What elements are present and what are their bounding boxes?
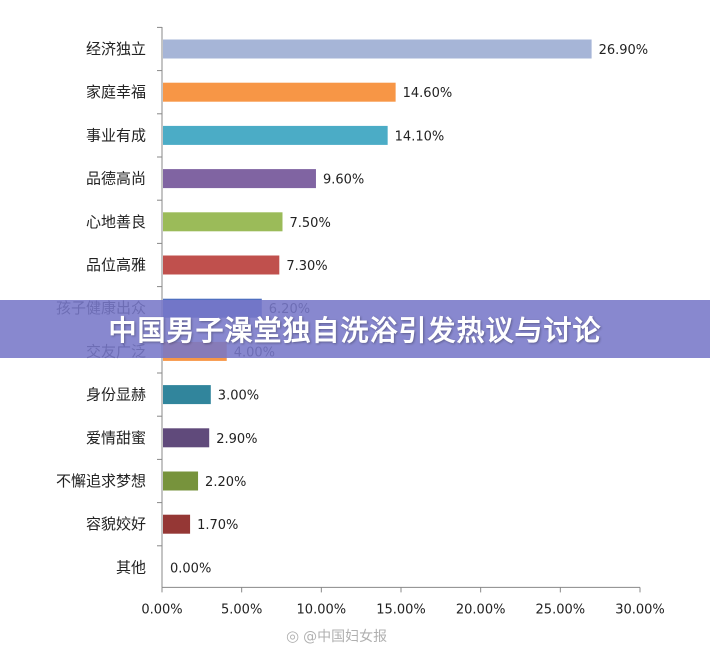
bar-1 — [163, 39, 592, 59]
category-label: 品位高雅 — [86, 256, 146, 274]
chart-bars — [163, 39, 592, 534]
category-label: 身份显赫 — [86, 386, 146, 404]
category-label: 其他 — [116, 558, 146, 576]
value-label: 7.30% — [286, 259, 327, 274]
watermark-text: @中国妇女报 — [303, 629, 388, 645]
x-tick-label: 5.00% — [221, 602, 262, 617]
watermark: ◎ @中国妇女报 — [286, 626, 387, 646]
value-label: 0.00% — [170, 561, 211, 576]
value-label: 9.60% — [323, 173, 364, 188]
bar-10 — [163, 428, 210, 448]
x-tick-label: 15.00% — [376, 602, 426, 617]
value-label: 2.90% — [216, 432, 257, 447]
title-banner: 中国男子澡堂独自洗浴引发热议与讨论 — [0, 300, 710, 358]
category-label: 爱情甜蜜 — [86, 429, 146, 447]
x-axis-ticks: 0.00% 5.00% 10.00% 15.00% 20.00% 25.00% 30.00% — [141, 587, 665, 617]
category-label: 品德高尚 — [86, 170, 146, 188]
value-label: 14.10% — [395, 129, 445, 144]
value-label: 2.20% — [205, 475, 246, 490]
category-label: 事业有成 — [86, 126, 146, 144]
category-label: 不懈追求梦想 — [56, 472, 146, 490]
value-label: 7.50% — [290, 216, 331, 231]
value-label: 14.60% — [403, 86, 453, 101]
weibo-icon: ◎ — [286, 627, 300, 645]
value-label: 26.90% — [599, 43, 649, 58]
category-label: 家庭幸福 — [86, 83, 146, 101]
category-label: 经济独立 — [86, 40, 146, 58]
category-label: 容貌姣好 — [86, 515, 146, 533]
x-tick-label: 0.00% — [141, 602, 182, 617]
bar-9 — [163, 385, 211, 405]
bar-6 — [163, 255, 280, 275]
bar-2 — [163, 82, 396, 102]
bar-3 — [163, 125, 388, 145]
x-tick-label: 20.00% — [456, 602, 506, 617]
bar-12 — [163, 514, 191, 534]
value-label: 3.00% — [218, 389, 259, 404]
x-tick-label: 10.00% — [297, 602, 347, 617]
bar-5 — [163, 212, 283, 232]
category-label: 心地善良 — [86, 213, 146, 231]
x-tick-label: 25.00% — [536, 602, 586, 617]
bar-11 — [163, 471, 199, 491]
value-label: 1.70% — [197, 518, 238, 533]
bar-4 — [163, 169, 316, 189]
x-tick-label: 30.00% — [615, 602, 665, 617]
banner-title: 中国男子澡堂独自洗浴引发热议与讨论 — [108, 314, 602, 347]
